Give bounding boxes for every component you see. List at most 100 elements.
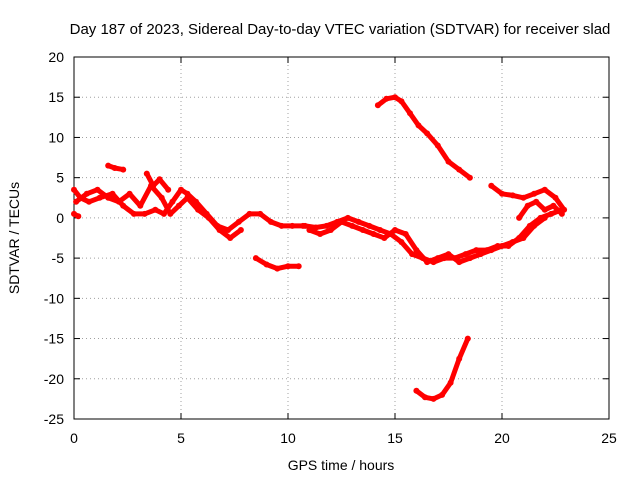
data-point xyxy=(374,102,381,109)
data-point xyxy=(466,174,473,181)
data-point xyxy=(120,166,127,173)
data-point xyxy=(398,98,405,105)
data-point xyxy=(225,227,232,233)
data-point xyxy=(381,235,388,241)
data-point xyxy=(558,210,565,217)
series-arc-5 xyxy=(71,210,82,220)
data-point xyxy=(462,251,469,258)
series-arc-2 xyxy=(73,182,244,241)
data-point xyxy=(165,186,172,193)
data-point xyxy=(150,182,157,189)
data-point xyxy=(267,218,274,225)
data-point xyxy=(402,231,409,237)
series-trace xyxy=(306,215,548,265)
data-point xyxy=(509,192,516,199)
data-point xyxy=(178,186,184,193)
y-tick-label: -20 xyxy=(44,371,64,387)
data-point xyxy=(409,251,416,258)
data-point xyxy=(83,190,90,197)
data-point xyxy=(439,391,446,398)
data-point xyxy=(524,202,531,209)
data-point xyxy=(509,239,516,245)
data-point xyxy=(413,387,420,394)
data-point xyxy=(152,206,159,213)
data-point xyxy=(434,255,441,262)
data-point xyxy=(94,186,101,193)
x-tick-label: 5 xyxy=(177,430,185,446)
data-point xyxy=(105,194,112,201)
data-point xyxy=(344,214,351,221)
y-tick-label: 5 xyxy=(56,170,64,186)
data-point xyxy=(541,214,548,221)
data-point xyxy=(184,194,191,201)
data-point xyxy=(289,222,296,229)
data-point xyxy=(445,158,452,165)
data-point xyxy=(278,222,285,229)
data-point xyxy=(327,227,334,233)
data-point xyxy=(488,182,495,189)
data-point xyxy=(488,247,495,254)
data-point xyxy=(274,265,281,272)
data-point xyxy=(398,239,405,245)
y-tick-label: 20 xyxy=(48,49,64,65)
y-tick-label: -25 xyxy=(44,411,64,427)
data-point xyxy=(109,190,116,197)
data-point xyxy=(499,243,505,249)
data-point xyxy=(359,227,366,233)
data-point xyxy=(447,379,454,386)
data-point xyxy=(370,231,377,237)
data-point xyxy=(205,214,212,221)
series-trace xyxy=(144,171,171,193)
data-point xyxy=(120,202,127,209)
data-point xyxy=(237,227,244,233)
data-point xyxy=(541,186,548,193)
series-arc-3 xyxy=(105,162,127,173)
y-tick-label: 0 xyxy=(56,210,64,226)
chart-title: Day 187 of 2023, Sidereal Day-to-day VTE… xyxy=(70,21,611,38)
data-point xyxy=(143,170,150,177)
data-point xyxy=(466,255,473,262)
data-point xyxy=(550,202,557,209)
data-point xyxy=(392,94,398,101)
ticks: 0 5 10 15 20 25 20 15 10 5 0 -5 -10 -15 -20 -25 xyxy=(44,49,617,446)
data-point xyxy=(252,255,259,262)
data-point xyxy=(195,206,202,213)
series-arc-12 xyxy=(413,335,471,402)
data-point xyxy=(105,162,112,169)
data-point xyxy=(520,235,527,241)
data-point xyxy=(323,222,330,229)
data-point xyxy=(111,165,118,171)
y-tick-label: 10 xyxy=(48,129,64,145)
data-point xyxy=(413,247,420,254)
data-point xyxy=(246,210,253,217)
data-point xyxy=(548,210,555,217)
data-point xyxy=(317,231,324,237)
data-point xyxy=(477,251,484,258)
data-point xyxy=(160,210,167,217)
data-point xyxy=(71,186,77,193)
data-point xyxy=(464,335,471,342)
data-point xyxy=(366,222,373,229)
x-tick-label: 10 xyxy=(280,430,296,446)
data-point xyxy=(531,222,538,229)
y-axis-label: SDTVAR / TECUs xyxy=(6,182,22,294)
data-point xyxy=(531,190,538,197)
x-axis-label: GPS time / hours xyxy=(288,457,395,473)
data-point xyxy=(456,259,463,266)
data-point xyxy=(130,210,137,217)
x-tick-label: 0 xyxy=(70,430,78,446)
data-point xyxy=(456,166,463,173)
data-series xyxy=(71,94,568,402)
data-point xyxy=(302,222,309,229)
data-point xyxy=(516,214,523,221)
data-point xyxy=(541,206,548,213)
data-point xyxy=(156,176,163,183)
data-point xyxy=(216,227,223,233)
data-point xyxy=(235,218,242,225)
data-point xyxy=(392,227,398,233)
y-tick-label: 15 xyxy=(48,89,64,105)
y-tick-label: -10 xyxy=(44,290,64,306)
data-point xyxy=(227,235,234,241)
data-point xyxy=(86,198,92,205)
